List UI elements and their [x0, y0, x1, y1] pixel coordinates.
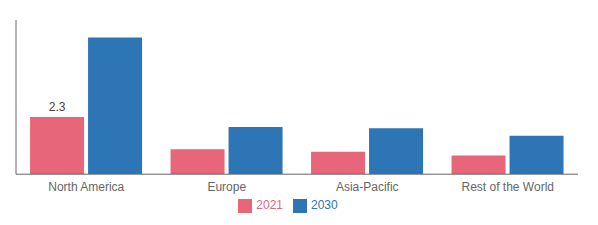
html-text:2030: 2030 — [311, 198, 338, 213]
svg-text:2.3: 2.3 — [49, 100, 66, 114]
html-text:2021: 2021 — [256, 198, 283, 213]
svg-text:Europe: Europe — [207, 180, 246, 194]
svg-text:Asia-Pacific: Asia-Pacific — [336, 180, 399, 194]
svg-text:North America: North America — [48, 180, 124, 194]
svg-text:Rest of the World: Rest of the World — [462, 180, 554, 194]
